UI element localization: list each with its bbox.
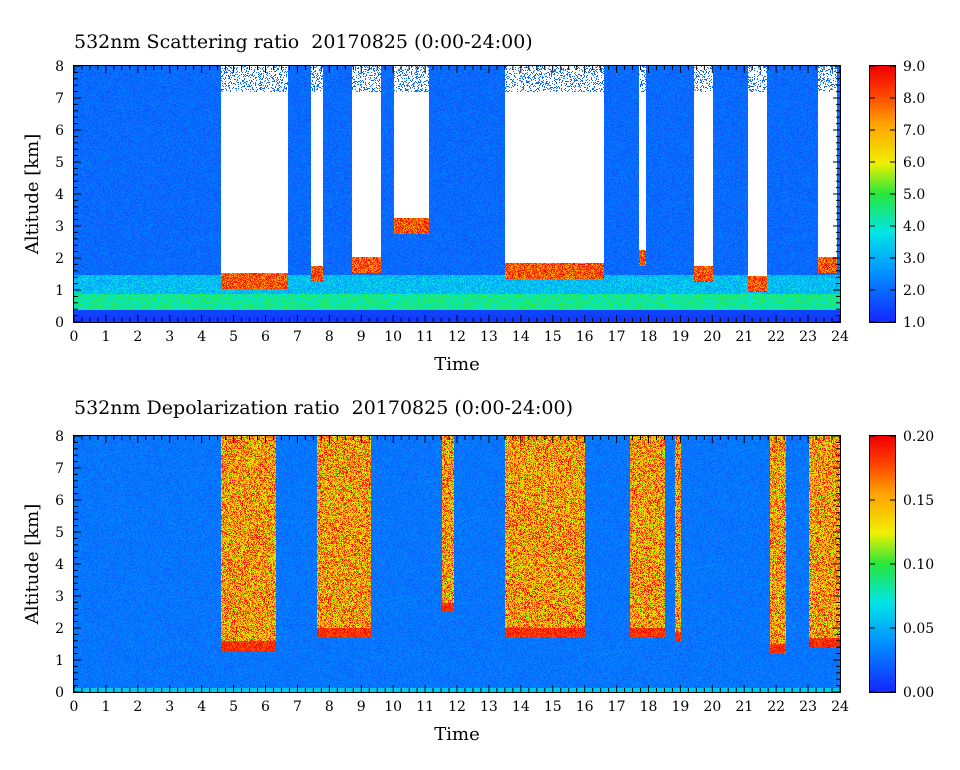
scattering-y-tick-label: 2 bbox=[55, 251, 64, 267]
depolarization-x-tick-label: 4 bbox=[197, 699, 206, 715]
depolarization-ratio-panel: 532nm Depolarization ratio 20170825 (0:0… bbox=[0, 368, 960, 763]
scattering-y-tick-label: 1 bbox=[55, 283, 64, 299]
scattering-colorbar-tick-label: 7.0 bbox=[903, 123, 925, 139]
depolarization-y-tick-label: 6 bbox=[55, 493, 64, 509]
scattering-ratio-heatmap bbox=[73, 65, 841, 323]
depolarization-x-tick-label: 2 bbox=[133, 699, 142, 715]
scattering-x-tick-label: 19 bbox=[672, 329, 690, 345]
scattering-colorbar-tick-label: 6.0 bbox=[903, 155, 925, 171]
depolarization-y-tick-label: 3 bbox=[55, 589, 64, 605]
scattering-x-tick-label: 9 bbox=[357, 329, 366, 345]
depolarization-colorbar-tick-label: 0.20 bbox=[903, 429, 934, 445]
depolarization-x-tick-label: 6 bbox=[261, 699, 270, 715]
depolarization-ratio-heatmap bbox=[73, 435, 841, 693]
scattering-x-tick-label: 11 bbox=[416, 329, 434, 345]
scattering-x-tick-label: 0 bbox=[70, 329, 79, 345]
depolarization-ratio-title: 532nm Depolarization ratio 20170825 (0:0… bbox=[74, 397, 574, 419]
scattering-x-tick-label: 5 bbox=[229, 329, 238, 345]
scattering-x-tick-label: 8 bbox=[325, 329, 334, 345]
depolarization-x-tick-label: 9 bbox=[357, 699, 366, 715]
scattering-ratio-axes: 0 1 2 3 4 5 6 7 8 9 10 11 12 13 14 15 16 17 18 19 20 21 22 23 24… bbox=[22, 59, 925, 375]
depolarization-x-tick-label: 23 bbox=[799, 699, 817, 715]
depolarization-x-tick-label: 20 bbox=[703, 699, 721, 715]
scattering-y-tick-label: 3 bbox=[55, 219, 64, 235]
scattering-y-axis-label: Altitude [km] bbox=[22, 134, 43, 256]
scattering-colorbar-tick-label: 5.0 bbox=[903, 187, 925, 203]
scattering-x-tick-label: 2 bbox=[133, 329, 142, 345]
scattering-x-tick-label: 14 bbox=[512, 329, 530, 345]
depolarization-x-tick-label: 22 bbox=[767, 699, 785, 715]
depolarization-colorbar-tick-label: 0.10 bbox=[903, 557, 934, 573]
depolarization-x-tick-label: 0 bbox=[70, 699, 79, 715]
depolarization-x-tick-label: 17 bbox=[608, 699, 626, 715]
depolarization-colorbar-tick-label: 0.05 bbox=[903, 621, 934, 637]
scattering-x-tick-label: 3 bbox=[165, 329, 174, 345]
scattering-x-tick-label: 17 bbox=[608, 329, 626, 345]
depolarization-x-tick-label: 8 bbox=[325, 699, 334, 715]
scattering-x-tick-label: 18 bbox=[640, 329, 658, 345]
scattering-x-tick-label: 1 bbox=[101, 329, 110, 345]
scattering-colorbar-tick-label: 1.0 bbox=[903, 315, 925, 331]
depolarization-x-tick-label: 10 bbox=[384, 699, 402, 715]
depolarization-x-tick-label: 13 bbox=[480, 699, 498, 715]
depolarization-y-tick-label: 7 bbox=[55, 461, 64, 477]
depolarization-x-tick-label: 11 bbox=[416, 699, 434, 715]
scattering-x-tick-label: 23 bbox=[799, 329, 817, 345]
scattering-colorbar-tick-label: 4.0 bbox=[903, 219, 925, 235]
depolarization-x-tick-label: 24 bbox=[831, 699, 849, 715]
scattering-y-tick-label: 5 bbox=[55, 155, 64, 171]
scattering-colorbar-tick-label: 8.0 bbox=[903, 91, 925, 107]
depolarization-x-tick-label: 21 bbox=[735, 699, 753, 715]
scattering-x-tick-label: 13 bbox=[480, 329, 498, 345]
depolarization-y-tick-label: 0 bbox=[55, 685, 64, 701]
scattering-ratio-title: 532nm Scattering ratio 20170825 (0:00-24… bbox=[74, 31, 533, 53]
scattering-x-tick-label: 12 bbox=[448, 329, 466, 345]
scattering-y-tick-label: 8 bbox=[55, 59, 64, 75]
scattering-y-tick-label: 0 bbox=[55, 315, 64, 331]
depolarization-x-tick-label: 5 bbox=[229, 699, 238, 715]
depolarization-colorbar-tick-label: 0.15 bbox=[903, 493, 934, 509]
scattering-x-tick-label: 22 bbox=[767, 329, 785, 345]
depolarization-x-axis-label: Time bbox=[434, 724, 479, 745]
depolarization-y-tick-label: 8 bbox=[55, 429, 64, 445]
depolarization-x-tick-label: 7 bbox=[293, 699, 302, 715]
scattering-x-tick-label: 16 bbox=[576, 329, 594, 345]
depolarization-x-tick-label: 1 bbox=[101, 699, 110, 715]
depolarization-y-tick-label: 4 bbox=[55, 557, 64, 573]
scattering-x-tick-label: 10 bbox=[384, 329, 402, 345]
depolarization-x-tick-label: 3 bbox=[165, 699, 174, 715]
scattering-x-tick-label: 4 bbox=[197, 329, 206, 345]
scattering-y-tick-label: 7 bbox=[55, 91, 64, 107]
scattering-x-tick-label: 21 bbox=[735, 329, 753, 345]
scattering-colorbar-tick-label: 3.0 bbox=[903, 251, 925, 267]
depolarization-colorbar-tick-label: 0.00 bbox=[903, 685, 934, 701]
scattering-x-tick-label: 20 bbox=[703, 329, 721, 345]
depolarization-y-tick-label: 1 bbox=[55, 653, 64, 669]
depolarization-y-tick-label: 2 bbox=[55, 621, 64, 637]
depolarization-x-tick-label: 19 bbox=[672, 699, 690, 715]
scattering-x-tick-label: 24 bbox=[831, 329, 849, 345]
depolarization-x-tick-label: 16 bbox=[576, 699, 594, 715]
depolarization-ratio-axes: 0 1 2 3 4 5 6 7 8 9 10 11 12 13 14 15 16 17 18 19 20 21 22 23 24… bbox=[22, 429, 934, 745]
depolarization-x-tick-label: 12 bbox=[448, 699, 466, 715]
scattering-x-tick-label: 6 bbox=[261, 329, 270, 345]
depolarization-x-tick-label: 14 bbox=[512, 699, 530, 715]
depolarization-y-tick-label: 5 bbox=[55, 525, 64, 541]
scattering-x-tick-label: 7 bbox=[293, 329, 302, 345]
scattering-y-tick-label: 6 bbox=[55, 123, 64, 139]
scattering-x-tick-label: 15 bbox=[544, 329, 562, 345]
scattering-y-tick-label: 4 bbox=[55, 187, 64, 203]
depolarization-y-axis-label: Altitude [km] bbox=[22, 504, 43, 626]
depolarization-x-tick-label: 15 bbox=[544, 699, 562, 715]
depolarization-x-tick-label: 18 bbox=[640, 699, 658, 715]
scattering-ratio-panel: 532nm Scattering ratio 20170825 (0:00-24… bbox=[22, 31, 925, 375]
scattering-colorbar-tick-label: 9.0 bbox=[903, 59, 925, 75]
scattering-x-axis-label: Time bbox=[434, 354, 479, 375]
scattering-colorbar-tick-label: 2.0 bbox=[903, 283, 925, 299]
